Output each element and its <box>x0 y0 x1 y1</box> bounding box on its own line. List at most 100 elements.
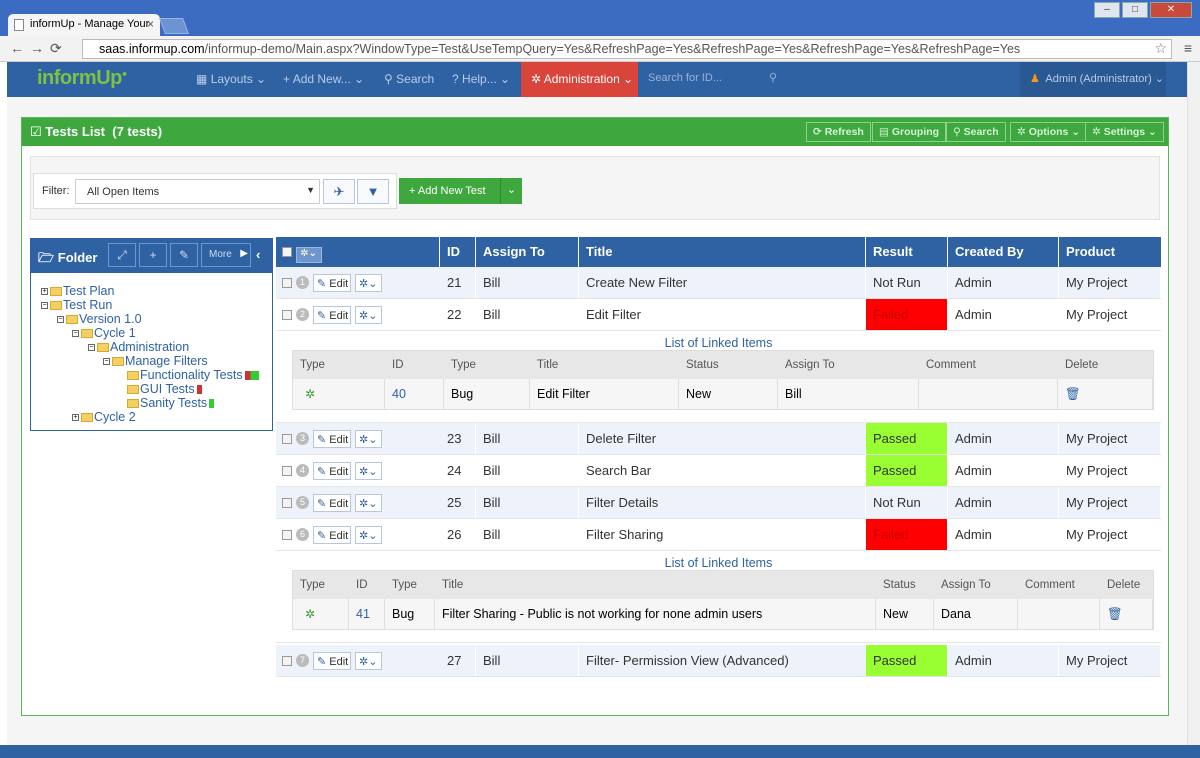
edit-folder-icon[interactable]: ✎ <box>170 243 198 267</box>
pencil-icon: ✎ <box>317 434 327 446</box>
url-field[interactable]: saas.informup.com/informup-demo/Main.asp… <box>82 39 1172 59</box>
row-gear-menu[interactable]: ✲⌄ <box>355 526 382 544</box>
row-checkbox[interactable] <box>282 434 292 444</box>
nav-search[interactable]: ⚲ Search <box>384 72 435 86</box>
edit-button[interactable]: ✎ Edit <box>313 306 351 324</box>
table-row[interactable]: 5 ✎ Edit ✲⌄ 25 Bill Filter Details Not Run Admi… <box>276 487 1161 519</box>
table-row[interactable]: 6 ✎ Edit ✲⌄ 26 Bill Filter Sharing Failed Admin… <box>276 519 1161 551</box>
gear-icon: ✲ <box>359 278 369 290</box>
header-id[interactable]: ID <box>440 237 476 267</box>
row-gear-menu[interactable]: ✲⌄ <box>355 652 382 670</box>
close-tab-icon[interactable]: × <box>146 17 154 31</box>
add-folder-icon[interactable]: + <box>139 243 167 267</box>
row-checkbox[interactable] <box>282 498 292 508</box>
row-gear-menu[interactable]: ✲⌄ <box>355 494 382 512</box>
filter-select[interactable]: All Open Items ▼ <box>75 179 320 204</box>
settings-button[interactable]: ✲ Settings ⌄ <box>1085 122 1164 142</box>
table-row[interactable]: 1 ✎ Edit ✲⌄ 21 Bill Create New Filter Not Run A… <box>276 267 1161 299</box>
header-result[interactable]: Result <box>866 237 948 267</box>
more-button[interactable]: More ▶ <box>201 243 251 267</box>
search-button[interactable]: ⚲ Search <box>946 122 1006 142</box>
header-title[interactable]: Title <box>579 237 866 267</box>
nav-add-new[interactable]: + Add New... ⌄ <box>283 72 365 86</box>
row-checkbox[interactable] <box>282 530 292 540</box>
linked-header: Type ID Type Title Status Assign To Comment Del… <box>293 571 1153 599</box>
row-gear-menu[interactable]: ✲⌄ <box>355 430 382 448</box>
nav-administration[interactable]: ✲ Administration ⌄ <box>521 62 638 97</box>
tree-node-manage-filters[interactable]: − Manage Filters <box>103 354 208 368</box>
linked-header-title: Title <box>442 579 464 591</box>
edit-button[interactable]: ✎ Edit <box>313 494 351 512</box>
linked-row[interactable]: ✲ 40 Bug Edit Filter New Bill 🗑 <box>293 379 1153 409</box>
nav-layouts[interactable]: ▦ Layouts ⌄ <box>196 72 267 86</box>
cell-assign-to: Bill <box>476 645 579 676</box>
logo[interactable]: informUp● <box>37 67 127 89</box>
row-gear-menu[interactable]: ✲⌄ <box>355 274 382 292</box>
row-checkbox[interactable] <box>282 466 292 476</box>
edit-button[interactable]: ✎ Edit <box>313 430 351 448</box>
linked-items-title[interactable]: List of Linked Items <box>664 336 773 350</box>
row-gear-menu[interactable]: ✲⌄ <box>355 306 382 324</box>
tree-node-test-plan[interactable]: + Test Plan <box>41 284 115 298</box>
tree-node-gui-tests[interactable]: GUI Tests <box>127 382 202 396</box>
cell-assign-to: Bill <box>476 267 579 298</box>
gear-menu-icon[interactable]: ✲⌄ <box>295 247 322 263</box>
add-new-test-button[interactable]: + Add New Test ⌄ <box>399 178 522 204</box>
trash-icon[interactable]: 🗑 <box>1065 387 1081 401</box>
linked-status: New <box>686 387 712 401</box>
table-row[interactable]: 3 ✎ Edit ✲⌄ 23 Bill Delete Filter Passed Admin M… <box>276 423 1161 455</box>
cell-created-by: Admin <box>948 487 1059 518</box>
expand-icon[interactable]: ⤢ <box>108 243 136 267</box>
linked-id[interactable]: 41 <box>356 607 370 621</box>
id-search-input[interactable]: Search for ID... ⚲ <box>648 72 777 84</box>
funnel-icon[interactable]: ▼ <box>357 179 389 204</box>
bookmark-star-icon[interactable]: ☆ <box>1154 40 1167 56</box>
edit-button[interactable]: ✎ Edit <box>313 274 351 292</box>
trash-icon[interactable]: 🗑 <box>1107 607 1123 621</box>
page-scrollbar[interactable] <box>1187 62 1200 745</box>
cell-product: My Project <box>1059 455 1161 486</box>
nav-help[interactable]: ? Help... ⌄ <box>452 72 511 86</box>
minimize-icon[interactable]: – <box>1094 2 1120 18</box>
tree-node-functionality-tests[interactable]: Functionality Tests <box>127 368 259 382</box>
linked-header-id: ID <box>356 579 368 591</box>
edit-button[interactable]: ✎ Edit <box>313 526 351 544</box>
tree-node-sanity-tests[interactable]: Sanity Tests <box>127 396 215 410</box>
collapse-panel-icon[interactable]: ‹ <box>256 247 261 262</box>
pin-icon[interactable]: ✈ <box>323 179 355 204</box>
tree-node-cycle-1[interactable]: − Cycle 1 <box>72 326 136 340</box>
select-all-checkbox[interactable] <box>282 247 292 257</box>
tree-node-version[interactable]: − Version 1.0 <box>57 312 142 326</box>
row-gear-menu[interactable]: ✲⌄ <box>355 462 382 480</box>
bug-icon: ✲ <box>305 607 316 621</box>
table-row[interactable]: 4 ✎ Edit ✲⌄ 24 Bill Search Bar Passed Admin My P… <box>276 455 1161 487</box>
user-menu[interactable]: ♟ Admin (Administrator) ⌄ <box>1020 62 1166 97</box>
back-forward-reload[interactable]: ←→⟳ <box>10 40 68 56</box>
search-icon[interactable]: ⚲ <box>768 72 777 84</box>
edit-button[interactable]: ✎ Edit <box>313 652 351 670</box>
linked-items-title[interactable]: List of Linked Items <box>664 556 773 570</box>
bug-icon: ✲ <box>305 387 316 401</box>
tree-node-cycle-2[interactable]: + Cycle 2 <box>72 410 136 424</box>
linked-row[interactable]: ✲ 41 Bug Filter Sharing - Public is not wor… <box>293 599 1153 629</box>
table-row[interactable]: 2 ✎ Edit ✲⌄ 22 Bill Edit Filter Failed Admin My … <box>276 299 1161 331</box>
grouping-button[interactable]: ▤ Grouping <box>872 122 947 142</box>
tree-node-test-run[interactable]: − Test Run <box>41 298 113 312</box>
new-tab-button[interactable] <box>159 18 189 34</box>
row-checkbox[interactable] <box>282 656 292 666</box>
tree-node-administration[interactable]: − Administration <box>88 340 190 354</box>
linked-id[interactable]: 40 <box>392 387 406 401</box>
maximize-icon[interactable]: □ <box>1122 2 1148 18</box>
refresh-button[interactable]: ⟳ Refresh <box>806 122 871 142</box>
browser-menu-icon[interactable]: ≡ <box>1183 40 1192 56</box>
row-checkbox[interactable] <box>282 278 292 288</box>
options-button[interactable]: ✲ Options ⌄ <box>1010 122 1088 142</box>
edit-button[interactable]: ✎ Edit <box>313 462 351 480</box>
row-checkbox[interactable] <box>282 310 292 320</box>
header-assign-to[interactable]: Assign To <box>476 237 579 267</box>
table-row[interactable]: 7 ✎ Edit ✲⌄ 27 Bill Filter- Permission View (… <box>276 645 1161 677</box>
window-close-icon[interactable]: ✕ <box>1150 2 1192 18</box>
header-product[interactable]: Product <box>1066 244 1116 259</box>
header-created-by[interactable]: Created By <box>948 237 1059 267</box>
browser-tab[interactable]: informUp - Manage Your × <box>8 14 160 36</box>
